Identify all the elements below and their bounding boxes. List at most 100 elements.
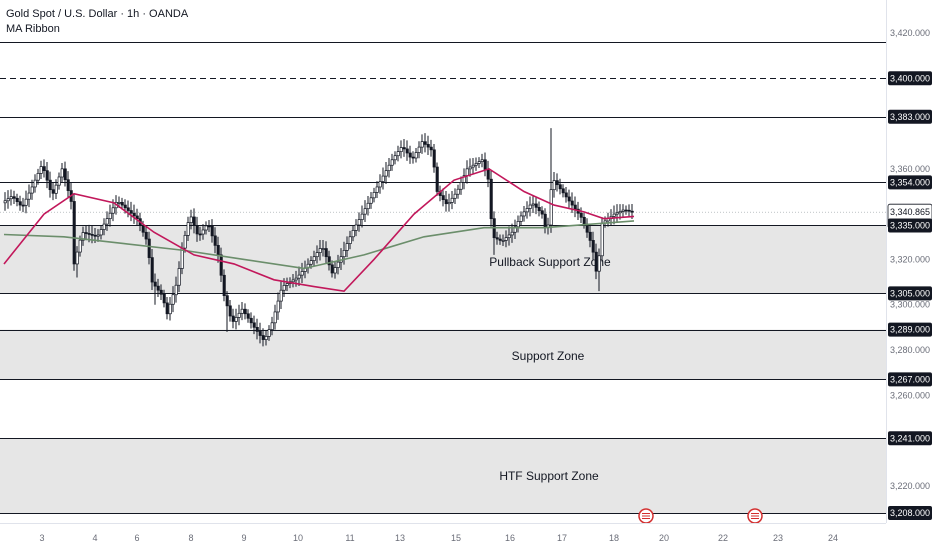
candle-body [315,252,319,258]
candle-body [579,212,583,218]
candle-body [387,164,391,172]
candle-body [309,260,313,265]
candle-body [219,254,223,276]
level-price-badge [888,175,932,190]
candle-body [414,152,418,159]
candle-body [249,317,253,324]
level-price-label: 3,267.000 [890,374,930,384]
date-tick-label: 18 [609,533,619,543]
candle-body [612,213,616,217]
candle-body [285,283,289,286]
candle-body [384,170,388,177]
candle-body [489,178,493,220]
candle-body [231,315,235,322]
candle-body [594,251,598,272]
candle-body [153,281,157,287]
candle-body [21,204,25,207]
candle-body [246,313,250,319]
candle-body [66,179,70,191]
candle-body [24,198,28,206]
candle-body [447,202,451,205]
candle-body [357,219,361,226]
date-tick-label: 13 [395,533,405,543]
candle-body [273,311,277,324]
candle-body [144,231,148,240]
candle-body [90,234,94,236]
candle-body [501,240,505,242]
candle-body [312,256,316,261]
candle-body [105,218,109,225]
candle-body [177,268,181,286]
candle-body [366,202,370,210]
candle-body [540,210,544,215]
candle-body [324,248,328,258]
candle-body [270,322,274,330]
candle-body [378,181,382,188]
candle-body [84,232,88,234]
zone-label: HTF Support Zone [499,469,599,483]
candle-body [51,189,55,194]
candle-body [255,326,259,332]
chart-header: Gold Spot / U.S. Dollar · 1h · OANDA MA … [6,7,188,37]
candle-body [258,331,262,336]
level-price-label: 3,241.000 [890,433,930,443]
symbol-title[interactable]: Gold Spot / U.S. Dollar · 1h · OANDA [6,8,189,20]
candle-body [39,166,43,174]
candle-body [36,173,40,181]
date-tick-label: 20 [659,533,669,543]
candle-body [18,201,22,206]
candle-body [408,152,412,158]
price-axis[interactable] [886,0,932,550]
date-tick-label: 24 [828,533,838,543]
level-price-label: 3,289.000 [890,325,930,335]
level-price-badge [888,372,932,387]
candle-body [171,294,175,305]
candle-body [162,293,166,304]
candle-body [207,225,211,228]
candle-body [483,159,487,170]
time-axis[interactable] [0,523,932,550]
level-price-badge [888,322,932,337]
candle-body [3,200,7,204]
level-price-label: 3,305.000 [890,288,930,298]
candle-body [261,335,265,340]
candle-body [555,180,559,186]
candle-body [201,229,205,235]
date-tick-label: 15 [451,533,461,543]
candle-body [549,189,553,226]
candle-body [267,329,271,337]
candle-body [294,277,298,281]
candle-body [135,215,139,220]
candle-body [336,261,340,268]
indicator-label[interactable]: MA Ribbon [6,23,60,35]
candle-body [213,235,217,246]
candle-body [477,161,481,164]
candle-body [621,209,625,212]
candle-body [495,237,499,240]
candle-body [264,336,268,340]
candle-body [15,197,19,203]
candle-body [456,188,460,195]
candle-body [111,207,115,214]
candle-body [423,141,427,145]
candle-body [516,221,520,228]
candle-body [528,204,532,209]
zone-label: Pullback Support Zone [489,255,611,269]
price-tick-label: 3,220.000 [890,481,930,491]
price-tick-label: 3,360.000 [890,164,930,174]
price-tick-label: 3,420.000 [890,28,930,38]
level-price-label: 3,400.000 [890,73,930,83]
candle-body [102,223,106,230]
candle-body [399,147,403,152]
candle-body [54,184,58,194]
candle-body [345,243,349,251]
candle-body [351,230,355,238]
candle-body [300,271,304,276]
candle-body [192,216,196,226]
candle-body [117,202,121,204]
candle-body [147,238,151,258]
candle-body [75,251,79,265]
date-tick-label: 22 [718,533,728,543]
